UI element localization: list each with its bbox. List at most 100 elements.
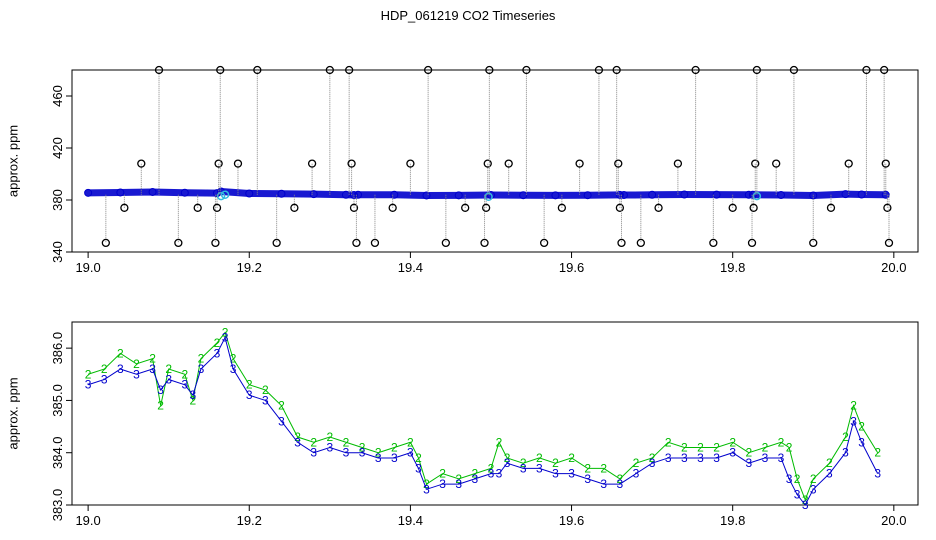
panel-top-spike-point (307, 159, 317, 168)
panel-top-baseline-point (180, 188, 189, 197)
figure-title: HDP_061219 CO2 Timeseries (380, 8, 556, 23)
panel-bottom-y-tick-label: 384.0 (50, 436, 65, 469)
panel-top-baseline-point (777, 191, 786, 200)
panel-top-spike-point (253, 65, 262, 75)
panel-bottom-series-3-point: 3 (681, 451, 688, 465)
panel-top-baseline-point (390, 190, 399, 199)
panel-top-baseline-point (116, 188, 125, 197)
panel-top-spike-point (461, 203, 470, 212)
panel-bottom-series-2-point: 2 (858, 420, 865, 434)
panel-bottom-series-2-point: 2 (359, 440, 366, 454)
panel-bottom-series-3-point: 3 (133, 367, 140, 381)
panel-bottom-series-2-point: 2 (294, 430, 301, 444)
panel-bottom-series-2-line (87, 331, 879, 502)
panel-bottom-series-2-point: 2 (762, 440, 769, 454)
panel-top-baseline-point (712, 190, 721, 199)
panel-bottom-series-3-point: 3 (786, 472, 793, 486)
panel-top-baseline-point (680, 190, 689, 199)
panel-bottom-series-2-point: 2 (157, 399, 164, 413)
panel-top-spike-point (480, 238, 489, 248)
panel-bottom-series-2-point: 2 (343, 435, 350, 449)
panel-top-spike-point (691, 65, 700, 75)
panel-bottom-series-3-point: 3 (375, 451, 382, 465)
panel-top-baseline-series (620, 191, 753, 199)
panel-bottom-series-2-point: 2 (713, 440, 720, 454)
panel-bottom-series-2-point: 2 (617, 472, 624, 486)
panel-top-spike-point (214, 159, 223, 168)
panel-bottom-series-2-point: 2 (181, 367, 188, 381)
panel-bottom-series-3-point: 3 (633, 467, 640, 481)
panel-bottom-series-3-point: 3 (536, 461, 543, 475)
panel-top-spike-point (615, 203, 625, 212)
panel-bottom-series-2-point: 2 (326, 430, 333, 444)
panel-top-spike-point (612, 65, 621, 75)
panel-bottom-series-3-point: 3 (552, 467, 559, 481)
panel-bottom-series-3-point: 3 (794, 488, 801, 502)
panel-bottom-series-2-point: 2 (101, 362, 108, 376)
panel-top-highlight-point (220, 190, 230, 200)
panel-bottom-series-2-point: 2 (802, 493, 809, 507)
panel-bottom-y-tick-label: 383.0 (50, 489, 65, 522)
panel-bottom-series-3-point: 3 (802, 498, 809, 512)
panel-top-y-tick-label: 460 (50, 85, 65, 107)
panel-bottom-series-3-point: 3 (230, 362, 237, 376)
panel-top-spike-point (594, 65, 604, 75)
panel-top-highlight-point (216, 191, 226, 201)
panel-top-spike-point (212, 203, 222, 212)
panel-bottom-series-3-point: 3 (504, 456, 511, 470)
panel-bottom-series-3-point: 3 (181, 378, 188, 392)
panel-bottom-series-3-point: 3 (697, 451, 704, 465)
panel-bottom-series-2-point: 2 (230, 352, 237, 366)
panel-top-spike-point (272, 238, 281, 248)
panel-bottom-series-3-point: 3 (617, 477, 624, 491)
panel-bottom-series-3-point: 3 (439, 477, 446, 491)
panel-bottom-series-3-point: 3 (407, 446, 414, 460)
panel-top-spike-point (772, 159, 781, 168)
panel-bottom-series-2-point: 2 (745, 446, 752, 460)
panel-top-x-tick-label: 19.0 (75, 260, 100, 275)
panel-top-y-tick-label: 340 (50, 241, 65, 263)
panel-top-spike-point (423, 65, 433, 75)
panel-top-spike-point (789, 65, 799, 75)
panel-bottom-series-3-point: 3 (842, 446, 849, 460)
panel-bottom-series-2-point: 2 (536, 451, 543, 465)
panel-bottom-series-3-point: 3 (85, 378, 92, 392)
panel-bottom-series-2-point: 2 (697, 440, 704, 454)
panel-top-spike-point (654, 203, 663, 212)
panel-top-spike-point (216, 65, 225, 75)
panel-bottom-series-2-point: 2 (778, 435, 785, 449)
panel-top-spike-point (752, 65, 762, 75)
panel-bottom-series-2-point: 2 (520, 456, 527, 470)
panel-top-baseline-point (354, 190, 363, 199)
panel-bottom-series-3-point: 3 (874, 467, 881, 481)
panel-bottom-series-2-point: 2 (496, 435, 503, 449)
panel-bottom-series-3-point: 3 (496, 467, 503, 481)
panel-top-baseline-point (454, 191, 463, 200)
panel-top-spike-point (862, 65, 871, 75)
panel-top-baseline-series (84, 188, 221, 197)
panel-top-x-tick-label: 20.0 (881, 260, 906, 275)
panel-top-spike-point (751, 159, 760, 168)
panel-top-baseline-point (857, 190, 866, 199)
panel-top-spike-point (290, 203, 299, 212)
panel-bottom-series-3-point: 3 (729, 446, 736, 460)
panel-bottom-y-tick-label: 386.0 (50, 332, 65, 365)
panel-bottom-series-2-point: 2 (222, 325, 229, 339)
panel-top-spike-point (709, 238, 718, 248)
panel-bottom-series-3-point: 3 (359, 446, 366, 460)
panel-top-baseline-point (245, 189, 254, 198)
panel-bottom-series-3-point: 3 (198, 362, 205, 376)
panel-top-baseline-point (748, 190, 757, 199)
panel-bottom-series-2-point: 2 (214, 336, 221, 350)
panel-top-spike-point (749, 203, 758, 212)
panel-bottom-series-3-point: 3 (149, 362, 156, 376)
panel-bottom-series-2-point: 2 (423, 477, 430, 491)
panel-bottom-series-3-point: 3 (850, 414, 857, 428)
panel-top-baseline-point (648, 190, 657, 199)
panel-bottom-series-2-point: 2 (262, 383, 269, 397)
panel-top-baseline-point (148, 187, 157, 196)
panel-bottom-series-2-point: 2 (584, 461, 591, 475)
panel-bottom-x-tick-label: 19.6 (559, 513, 584, 528)
panel-bottom-x-tick-label: 19.8 (720, 513, 745, 528)
panel-bottom-series-2-point: 2 (810, 472, 817, 486)
